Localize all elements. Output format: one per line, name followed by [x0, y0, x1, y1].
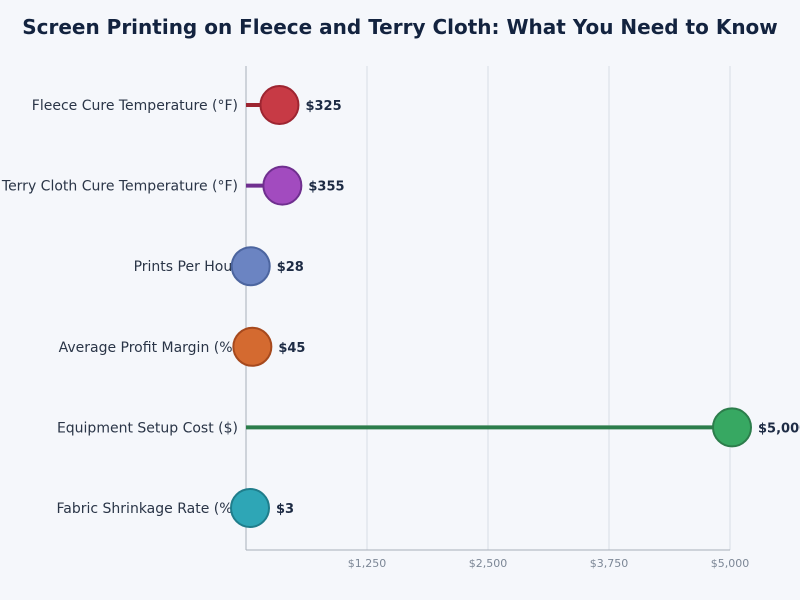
grid-lines: [366, 66, 731, 550]
category-label: Fleece Cure Temperature (°F): [32, 98, 238, 114]
data-series: Fleece Cure Temperature (°F) $325 Terry Cl…: [1, 85, 800, 528]
data-point: [259, 85, 300, 125]
x-tick-label: $3,750: [590, 557, 629, 570]
data-label: $325: [305, 99, 341, 114]
data-label: $45: [278, 341, 305, 356]
x-tick-label: $1,250: [348, 557, 387, 570]
data-point: [262, 165, 303, 206]
data-label: $355: [308, 180, 344, 195]
data-label: $5,000: [758, 421, 800, 436]
data-point: [230, 488, 270, 528]
data-point: [230, 246, 271, 287]
category-label: Average Profit Margin (%): [59, 340, 238, 356]
data-point: [712, 407, 752, 448]
category-label: Equipment Setup Cost ($): [57, 420, 238, 436]
chart-title: Screen Printing on Fleece and Terry Clot…: [22, 15, 778, 39]
category-label: Prints Per Hour: [134, 259, 239, 275]
data-label: $3: [276, 502, 294, 517]
x-tick-label: $2,500: [469, 557, 508, 570]
category-label: Terry Cloth Cure Temperature (°F): [1, 179, 238, 195]
category-label: Fabric Shrinkage Rate (%): [57, 501, 238, 517]
x-tick-label: $5,000: [711, 557, 750, 570]
data-point: [232, 326, 273, 367]
data-label: $28: [277, 260, 304, 275]
axes: $1,250 $2,500 $3,750 $5,000: [245, 66, 750, 570]
